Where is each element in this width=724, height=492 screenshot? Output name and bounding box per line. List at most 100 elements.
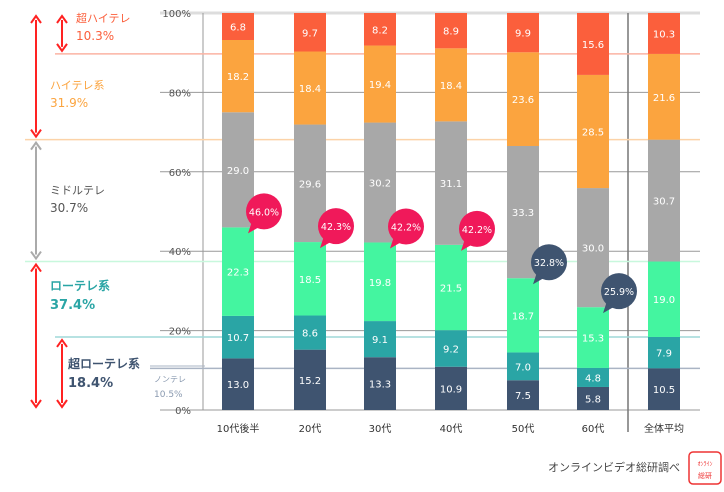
arrow-head-icon (30, 399, 42, 409)
data-label: 4.8 (585, 373, 601, 384)
y-tick-label: 0% (175, 406, 191, 417)
bar-segment (294, 242, 326, 316)
data-label: 15.3 (582, 334, 604, 345)
bar-segment (294, 13, 326, 52)
data-label: 7.0 (515, 362, 531, 373)
callout-bubble (531, 244, 567, 281)
bar-segment (222, 227, 254, 316)
x-tick-label: 30代 (369, 423, 392, 435)
callout-label: 42.2% (462, 225, 492, 236)
callout-label: 46.0% (249, 207, 279, 218)
bar-segment (364, 13, 396, 46)
data-label: 7.9 (656, 349, 672, 360)
y-tick-label: 100% (162, 9, 191, 20)
group-value: 37.4% (50, 298, 95, 313)
bar-segment (222, 39, 254, 113)
bar-segment (294, 51, 326, 125)
source-note: オンラインビデオ総研調べ (548, 460, 680, 474)
bar-segment (222, 315, 254, 359)
callout-label: 42.3% (321, 222, 351, 233)
group-value: 30.7% (50, 201, 88, 215)
data-label: 5.8 (585, 394, 601, 405)
bar-segment (294, 349, 326, 410)
stamp-text: 総研 (698, 471, 712, 480)
callout-bubble (601, 273, 637, 310)
data-label: 9.1 (372, 335, 388, 346)
data-label: 21.6 (653, 93, 675, 104)
group-value: 10.3% (76, 29, 114, 43)
arrow-head-icon (30, 14, 42, 24)
data-label: 8.2 (372, 25, 388, 36)
y-tick-label: 20% (169, 327, 191, 338)
data-label: 8.9 (443, 27, 459, 38)
data-label: 7.5 (515, 391, 531, 402)
bar-segment (364, 357, 396, 410)
x-tick-label: 10代後半 (217, 422, 260, 435)
callout-label: 42.2% (391, 222, 421, 233)
bar-segment (648, 368, 680, 410)
bar-segment (648, 336, 680, 369)
bar-segment (435, 48, 467, 122)
bar-segment (648, 13, 680, 54)
arrow-head-icon (56, 43, 68, 53)
callout-label: 32.8% (534, 258, 564, 269)
data-label: 28.5 (582, 128, 604, 139)
data-label: 10.3 (653, 29, 675, 40)
data-label: 30.2 (369, 179, 391, 190)
bar-segment (577, 13, 609, 75)
callout-label: 25.9% (604, 287, 634, 298)
bar-segment (507, 278, 539, 353)
bar-segment (435, 366, 467, 410)
x-tick-label: 40代 (440, 423, 463, 435)
bar-segment (507, 13, 539, 53)
x-tick-label: 全体平均 (644, 422, 684, 435)
bar-segment (222, 358, 254, 410)
data-label: 30.7 (653, 197, 675, 208)
bar-segment (435, 244, 467, 331)
data-label: 19.8 (369, 278, 391, 289)
callout-bubble (459, 210, 495, 247)
x-tick-label: 20代 (299, 423, 322, 435)
data-label: 15.6 (582, 40, 604, 51)
arrow-head-icon (30, 140, 42, 151)
data-label: 19.4 (369, 80, 391, 91)
data-label: 8.6 (302, 329, 318, 340)
y-tick-label: 80% (169, 88, 191, 99)
data-label: 19.0 (653, 295, 675, 306)
bar-segment (364, 321, 396, 358)
callout-bubble (318, 208, 354, 245)
bar-segment (577, 307, 609, 368)
group-name: 超ローテレ系 (67, 356, 140, 371)
y-tick-label: 40% (169, 247, 191, 258)
bar-segment (435, 13, 467, 49)
group-name: ノンテレ (154, 375, 186, 384)
bar-segment (577, 74, 609, 189)
data-label: 18.5 (299, 275, 321, 286)
data-label: 13.0 (227, 380, 249, 391)
data-label: 18.7 (512, 311, 534, 322)
callout-bubble (388, 208, 424, 245)
arrow-head-icon (56, 399, 68, 409)
y-tick-label: 60% (169, 168, 191, 179)
data-label: 21.5 (440, 284, 462, 295)
bar-segment (364, 45, 396, 123)
group-value: 31.9% (50, 96, 88, 110)
group-name: ローテレ系 (50, 278, 110, 293)
data-label: 23.6 (512, 95, 534, 106)
x-tick-label: 60代 (582, 423, 605, 435)
bar-segment (648, 139, 680, 262)
data-label: 31.1 (440, 179, 462, 190)
bar-segment (294, 315, 326, 350)
data-label: 18.4 (440, 81, 462, 92)
data-label: 6.8 (230, 22, 246, 33)
data-label: 10.5 (653, 385, 675, 396)
stamp-logo (688, 451, 722, 485)
group-name: ハイテレ系 (50, 79, 105, 92)
data-label: 10.7 (227, 333, 249, 344)
data-label: 9.2 (443, 344, 459, 355)
group-name: ミドルテレ (50, 184, 105, 197)
stamp-text: ｵﾝﾗｲﾝ (697, 461, 712, 468)
data-label: 9.7 (302, 28, 318, 39)
bar-segment (648, 261, 680, 337)
